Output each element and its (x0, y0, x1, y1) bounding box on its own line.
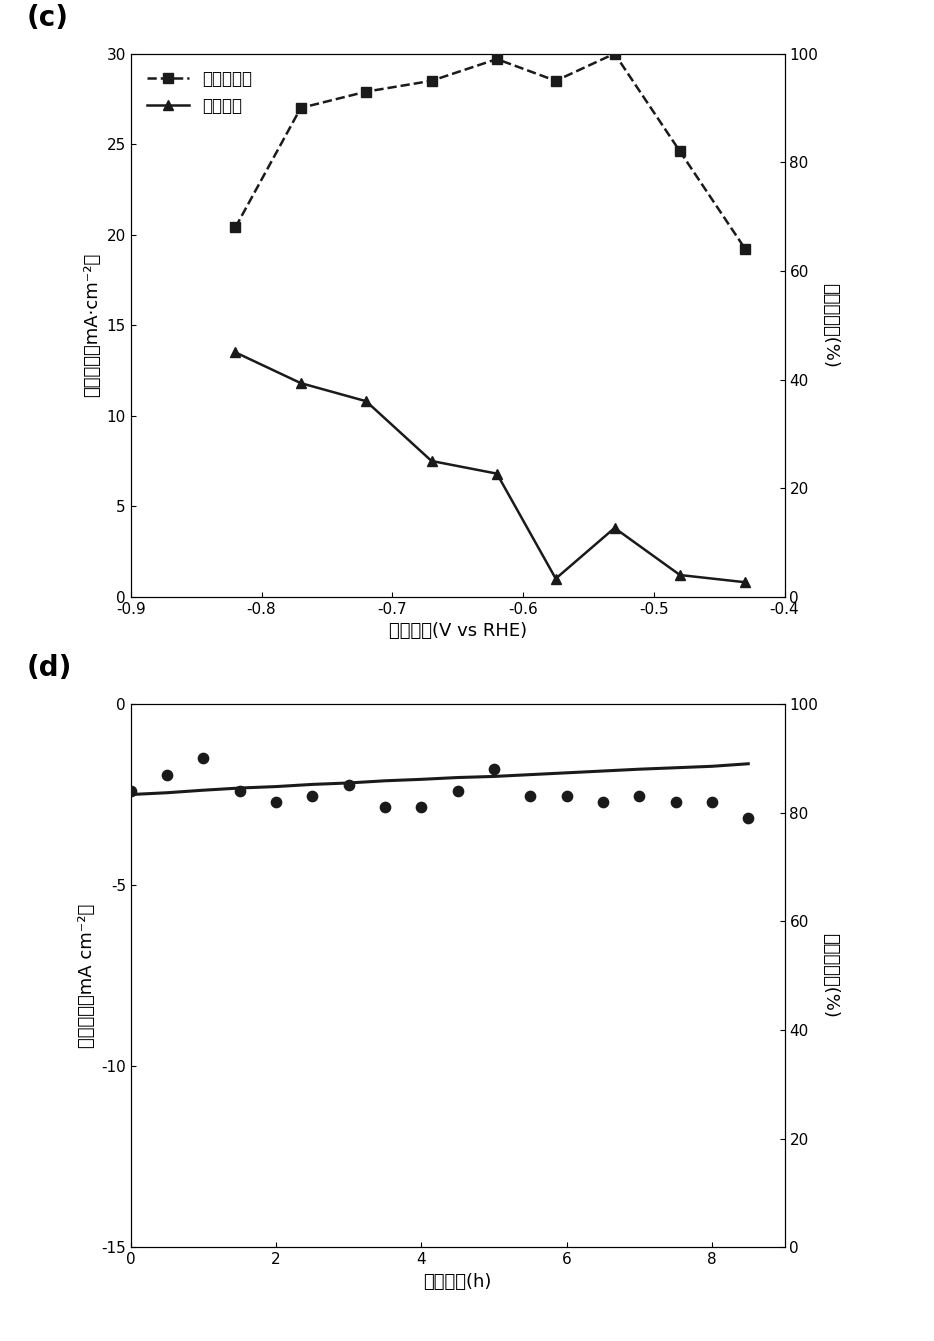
Point (596, 791, 611, 813)
Y-axis label: 法拉第效率(%): 法拉第效率(%) (821, 933, 839, 1018)
法拉第效率 (491, 51, 502, 67)
Y-axis label: 法拉第效率(%): 法拉第效率(%) (821, 283, 839, 367)
电流密度 (230, 345, 241, 361)
Y-axis label: 电流密度（mA cm⁻²）: 电流密度（mA cm⁻²） (78, 904, 95, 1047)
电流密度 (674, 567, 686, 583)
Point (704, 791, 719, 813)
电流密度 (361, 393, 372, 409)
Point (377, 797, 392, 818)
Point (123, 780, 138, 802)
Point (341, 775, 356, 797)
Point (741, 807, 756, 829)
法拉第效率 (361, 83, 372, 99)
电流密度 (491, 465, 502, 481)
Point (559, 786, 574, 807)
Point (523, 786, 538, 807)
Point (160, 764, 175, 786)
Point (668, 791, 683, 813)
Legend: 法拉第效率, 电流密度: 法拉第效率, 电流密度 (139, 62, 261, 123)
法拉第效率 (609, 46, 620, 62)
Point (304, 786, 319, 807)
Point (269, 791, 284, 813)
电流密度 (295, 375, 306, 392)
Point (196, 748, 211, 770)
Line: 电流密度: 电流密度 (231, 347, 750, 587)
Point (414, 797, 429, 818)
法拉第效率 (295, 101, 306, 117)
Y-axis label: 电流密度（mA·cm⁻²）: 电流密度（mA·cm⁻²） (83, 253, 101, 397)
法拉第效率 (740, 241, 751, 257)
电流密度 (550, 571, 561, 587)
Point (487, 759, 502, 780)
X-axis label: 工作时间(h): 工作时间(h) (423, 1273, 492, 1290)
法拉第效率 (426, 72, 437, 89)
电流密度 (426, 453, 437, 469)
Text: (d): (d) (26, 654, 72, 683)
Point (233, 780, 248, 802)
法拉第效率 (674, 143, 686, 160)
Line: 法拉第效率: 法拉第效率 (231, 48, 750, 253)
法拉第效率 (550, 72, 561, 89)
X-axis label: 工作电势(V vs RHE): 工作电势(V vs RHE) (389, 622, 527, 640)
电流密度 (609, 520, 620, 536)
法拉第效率 (230, 220, 241, 236)
Point (631, 786, 646, 807)
Point (450, 780, 465, 802)
电流密度 (740, 574, 751, 590)
Text: (c): (c) (26, 4, 68, 32)
